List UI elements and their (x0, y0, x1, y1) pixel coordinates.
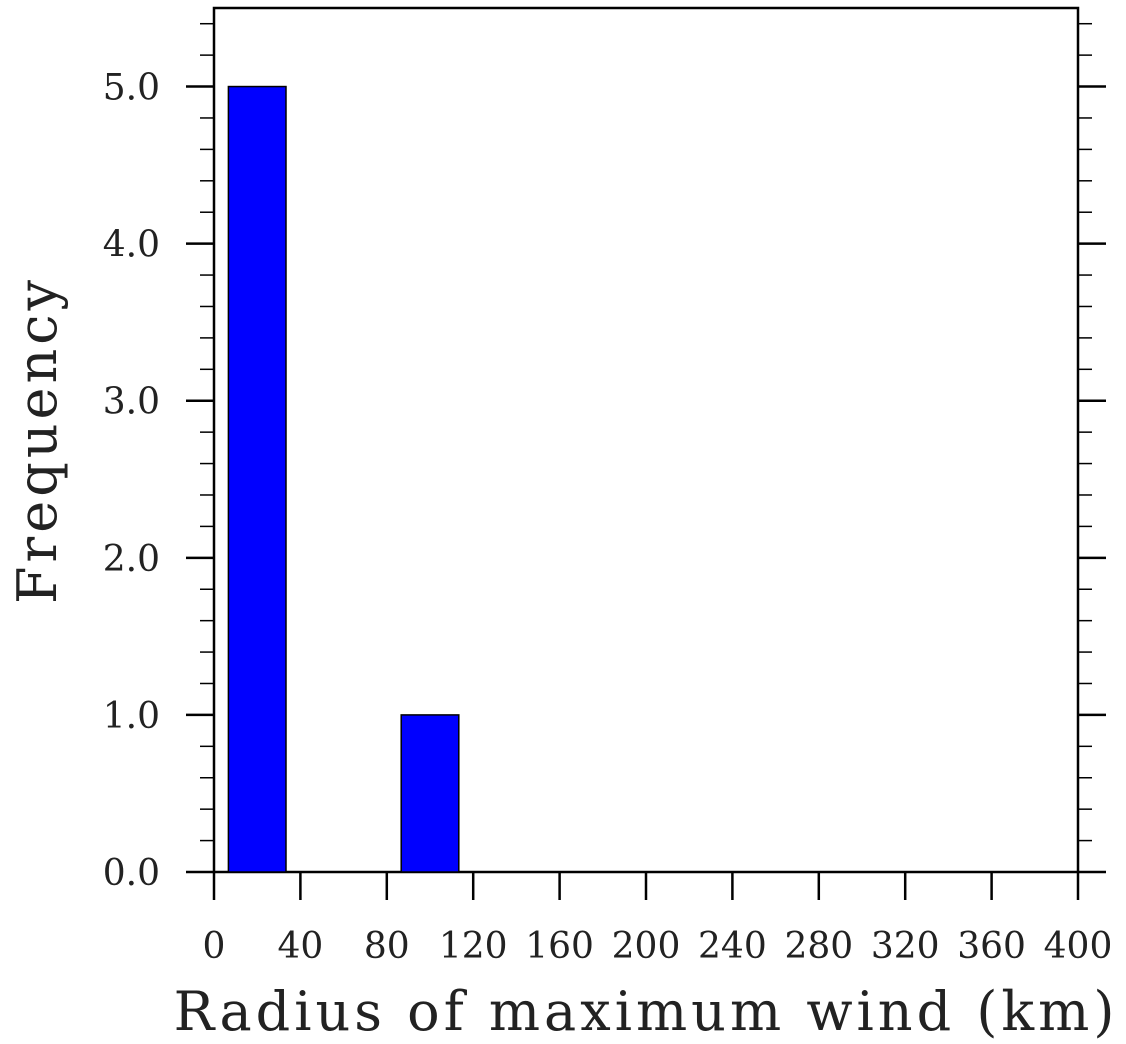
y-tick-label: 0.0 (103, 853, 160, 894)
x-tick-label: 320 (871, 926, 940, 967)
y-tick-label: 1.0 (103, 696, 160, 737)
y-tick-labels: 0.0 1.0 2.0 3.0 4.0 5.0 (103, 68, 160, 894)
x-tick-label: 40 (277, 926, 323, 967)
x-tick-label: 120 (439, 926, 508, 967)
x-tick-label: 280 (784, 926, 853, 967)
y-tick-label: 3.0 (103, 382, 160, 423)
x-tick-label: 360 (957, 926, 1026, 967)
x-tick-label: 200 (612, 926, 681, 967)
y-axis-label: Frequency (6, 276, 69, 604)
x-tick-label: 160 (525, 926, 594, 967)
y-tick-label: 4.0 (103, 225, 160, 266)
x-tick-labels: 0 40 80 120 160 200 240 280 320 360 400 (203, 926, 1113, 967)
x-axis-label: Radius of maximum wind (km) (174, 980, 1119, 1043)
ticks-group (186, 22, 1106, 900)
bars-group (227, 85, 460, 873)
x-tick-label: 0 (203, 926, 226, 967)
x-tick-label: 80 (364, 926, 410, 967)
x-tick-label: 400 (1044, 926, 1113, 967)
plot-frame (212, 6, 1080, 874)
bar-0 (227, 85, 287, 873)
y-tick-label: 2.0 (103, 539, 160, 580)
y-tick-label: 5.0 (103, 68, 160, 109)
x-tick-label: 240 (698, 926, 767, 967)
bar-2 (400, 714, 460, 873)
